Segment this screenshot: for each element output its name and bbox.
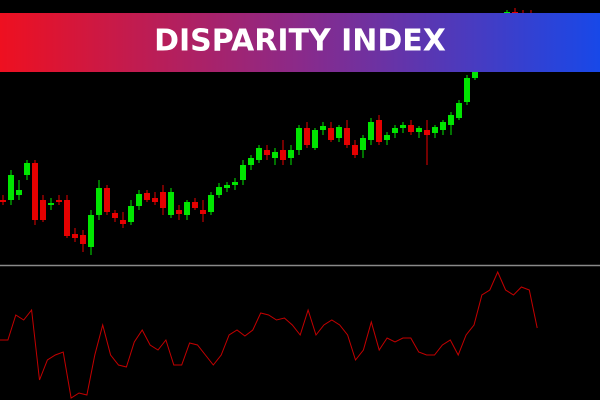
candle-body: [448, 115, 454, 125]
candle-body: [120, 220, 126, 224]
candle-body: [80, 235, 86, 244]
candle-body: [336, 127, 342, 138]
candle-body: [360, 138, 366, 150]
candle-body: [96, 188, 102, 215]
candle-body: [240, 165, 246, 180]
candle-body: [184, 202, 190, 215]
candle-body: [440, 122, 446, 130]
candle-body: [160, 192, 166, 208]
indicator-line: [0, 270, 538, 399]
candle-body: [368, 122, 374, 140]
candle-body: [232, 182, 238, 185]
candle-body: [384, 135, 390, 140]
candle-body: [328, 128, 334, 140]
candle-body: [128, 206, 134, 222]
candle-body: [424, 130, 430, 135]
candle-body: [400, 125, 406, 128]
candle-body: [192, 202, 198, 208]
candle-body: [112, 213, 118, 218]
candle-body: [208, 195, 214, 212]
candle-body: [176, 210, 182, 214]
candle-body: [320, 126, 326, 130]
candle-body: [40, 200, 46, 220]
candle-body: [88, 215, 94, 247]
candle-body: [64, 200, 70, 236]
candle-body: [0, 200, 6, 202]
candle-body: [352, 145, 358, 155]
candle-body: [344, 128, 350, 145]
candle-body: [408, 125, 414, 132]
candle-body: [56, 200, 62, 202]
candle-body: [144, 193, 150, 200]
candle-body: [104, 188, 110, 212]
candle-body: [136, 194, 142, 206]
candle-body: [16, 190, 22, 195]
candle-body: [264, 150, 270, 155]
candle-body: [32, 163, 38, 220]
candle-body: [312, 130, 318, 148]
candle-body: [304, 128, 310, 145]
candle-body: [456, 103, 462, 118]
candle-body: [472, 70, 478, 78]
candle-body: [24, 163, 30, 175]
candle-body: [296, 128, 302, 150]
candle-body: [288, 150, 294, 158]
candle-body: [8, 175, 14, 200]
title-banner: [0, 13, 600, 72]
candle-body: [152, 198, 158, 202]
candle-body: [256, 148, 262, 160]
candle-body: [280, 150, 286, 160]
marks: [0, 8, 538, 399]
candle-body: [72, 234, 78, 238]
candle-body: [432, 127, 438, 133]
candle-body: [464, 78, 470, 102]
candle-body: [200, 210, 206, 214]
candle-body: [168, 192, 174, 215]
chart-title: DISPARITY INDEX: [154, 24, 446, 59]
candle-body: [272, 152, 278, 158]
candle-body: [416, 128, 422, 132]
candle-body: [392, 128, 398, 133]
candle-body: [376, 120, 382, 142]
candle-body: [216, 187, 222, 195]
candle-body: [224, 185, 230, 188]
candle-body: [48, 203, 54, 205]
candle-body: [248, 158, 254, 165]
